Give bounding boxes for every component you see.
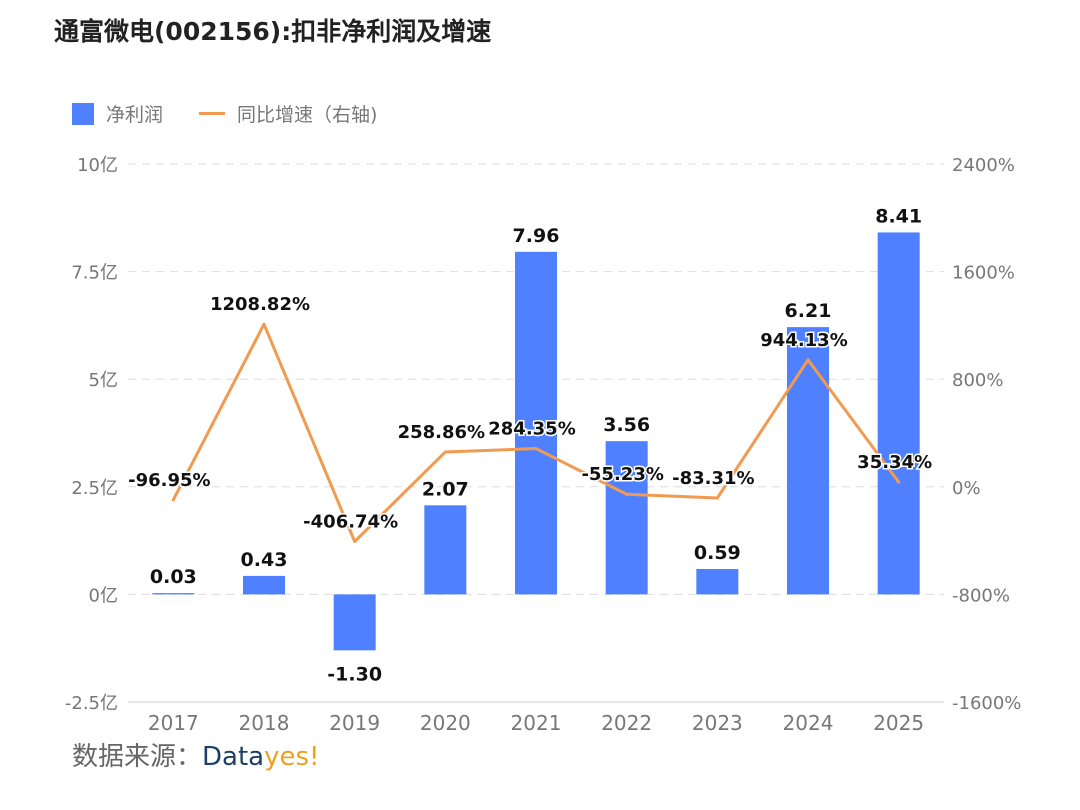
x-tick-label: 2019 <box>329 711 380 735</box>
bar-value-label: 3.56 <box>603 414 650 436</box>
bar-value-label: 0.59 <box>694 542 741 564</box>
x-tick-label: 2021 <box>511 711 562 735</box>
source-label: 数据来源： <box>72 742 203 772</box>
x-tick-label: 2017 <box>148 711 199 735</box>
y-left-tick-label: -2.5亿 <box>65 693 118 714</box>
bar-value-label: 0.43 <box>241 549 288 571</box>
growth-point <box>171 498 175 502</box>
legend-bar-swatch <box>72 102 94 125</box>
growth-point <box>262 322 266 326</box>
x-tick-label: 2022 <box>601 711 652 735</box>
y-left-tick-label: 10亿 <box>77 155 118 176</box>
bar-value-label: -1.30 <box>327 663 382 685</box>
bar <box>877 232 920 595</box>
legend-item-growth[interactable]: 同比增速（右轴) <box>199 100 377 127</box>
bar <box>787 327 829 595</box>
y-right-tick-label: -1600% <box>952 693 1021 714</box>
y-right-tick-label: 2400% <box>952 155 1015 176</box>
x-tick-label: 2023 <box>692 711 743 735</box>
x-tick-label: 2024 <box>783 711 834 735</box>
bar <box>605 441 648 595</box>
y-right-tick-label: 1600% <box>952 263 1015 284</box>
bar-value-label: 2.07 <box>422 478 469 500</box>
legend: 净利润 同比增速（右轴) <box>72 100 413 127</box>
growth-value-label: 258.86% <box>398 422 486 443</box>
bar <box>696 569 739 595</box>
source-brand-yes: yes! <box>264 742 320 772</box>
bar-value-label: 6.21 <box>785 300 832 322</box>
y-left-tick-label: 2.5亿 <box>71 478 118 499</box>
x-tick-label: 2020 <box>420 711 471 735</box>
bar <box>424 505 467 595</box>
growth-value-label: 944.13% <box>760 330 848 351</box>
legend-item-net-profit[interactable]: 净利润 <box>72 100 163 127</box>
source-brand-data: Data <box>202 742 265 772</box>
y-left-tick-label: 0亿 <box>89 585 118 606</box>
growth-point <box>806 358 810 362</box>
growth-value-label: 35.34% <box>857 452 932 473</box>
bar <box>152 593 195 595</box>
growth-point <box>353 540 357 544</box>
x-tick-label: 2018 <box>239 711 290 735</box>
growth-point <box>625 492 629 496</box>
legend-line-label: 同比增速（右轴) <box>237 104 378 126</box>
growth-value-label: 1208.82% <box>210 294 310 315</box>
y-right-tick-label: 0% <box>952 478 981 499</box>
y-left-tick-label: 7.5亿 <box>71 263 118 284</box>
growth-value-label: 284.35% <box>488 419 576 440</box>
growth-point <box>897 480 901 484</box>
y-right-tick-label: 800% <box>952 370 1003 391</box>
chart-title: 通富微电(002156):扣非净利润及增速 <box>54 17 492 46</box>
growth-value-label: -96.95% <box>128 470 210 491</box>
y-left-tick-label: 5亿 <box>89 370 118 391</box>
growth-value-label: -406.74% <box>303 512 398 533</box>
y-right-tick-label: -800% <box>952 585 1010 606</box>
growth-value-label: -55.23% <box>581 464 663 485</box>
growth-point <box>534 447 538 451</box>
legend-line-swatch <box>199 112 226 115</box>
bar <box>243 575 285 595</box>
growth-point <box>443 450 447 454</box>
bar-value-label: 7.96 <box>513 225 560 247</box>
bar-value-label: 8.41 <box>875 205 922 227</box>
growth-value-label: -83.31% <box>672 468 754 489</box>
bar <box>333 594 376 651</box>
legend-bar-label: 净利润 <box>106 104 164 126</box>
bar-value-label: 0.03 <box>150 566 197 588</box>
data-source: 数据来源：Datayes! <box>72 736 319 773</box>
x-tick-label: 2025 <box>873 711 924 735</box>
bar <box>515 251 557 595</box>
growth-point <box>715 496 719 500</box>
